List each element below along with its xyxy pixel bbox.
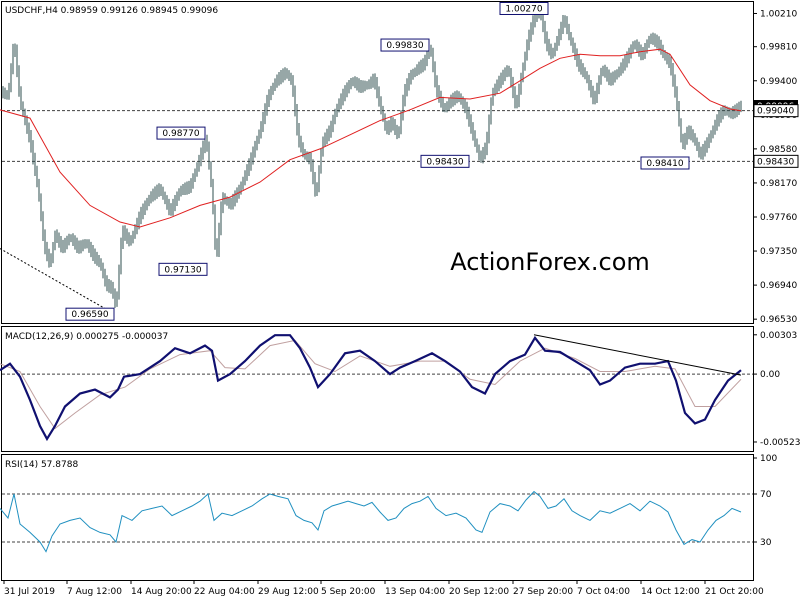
time-tick-label: 29 Aug 12:00 <box>258 587 319 597</box>
price-label: 0.97130 <box>158 262 208 276</box>
price-label-text: 0.96590 <box>71 310 108 320</box>
moving-average-line <box>0 48 742 228</box>
right-price-marker: 0.98430 <box>753 154 799 168</box>
macd-line <box>0 334 742 442</box>
macd-panel-title: MACD(12,26,9) 0.000275 -0.000037 <box>5 332 168 342</box>
rsi-panel-title: RSI(14) 57.8788 <box>5 460 78 470</box>
price-axis-tick-label: 0.98580 <box>760 145 797 155</box>
rsi-line <box>0 490 742 553</box>
price-trendline <box>0 248 113 313</box>
rsi-axis-tick-label: 70 <box>760 490 772 500</box>
rsi-axis-ticks: 100 70 30 <box>753 454 777 548</box>
right-price-marker: 0.99040 <box>753 104 799 118</box>
time-tick-label: 5 Sep 20:00 <box>321 587 376 597</box>
time-tick-label: 7 Oct 04:00 <box>577 587 630 597</box>
price-axis-tick-label: 0.97350 <box>760 247 797 257</box>
macd-trendline <box>533 334 742 376</box>
price-horizontal-levels <box>2 110 753 162</box>
price-axis-tick-label: 0.99810 <box>760 43 797 53</box>
price-label: 1.00270 <box>499 1 549 15</box>
support-trendline <box>0 248 113 313</box>
price-axis-tick-label: 0.96940 <box>760 281 797 291</box>
price-label-text: 0.97130 <box>164 265 201 275</box>
price-label-text: 0.98410 <box>646 159 683 169</box>
time-axis: 31 Jul 2019 7 Aug 12:00 14 Aug 20:00 22 Aug… <box>3 580 764 597</box>
time-tick-label: 27 Sep 20:00 <box>513 587 573 597</box>
macd-axis-tick-label: 0.00 <box>760 370 780 380</box>
right-marker-text: 0.99040 <box>757 107 794 117</box>
time-tick-label: 22 Aug 04:00 <box>194 587 255 597</box>
time-tick-label: 14 Aug 20:00 <box>131 587 192 597</box>
price-axis-tick-label: 1.00210 <box>760 9 797 19</box>
price-candles <box>2 7 742 308</box>
price-axis-tick-label: 0.98170 <box>760 179 797 189</box>
rsi-axis-tick-label: 30 <box>760 538 772 548</box>
time-tick-label: 31 Jul 2019 <box>4 587 55 597</box>
right-marker-text: 0.98430 <box>757 157 794 167</box>
price-label-text: 0.98430 <box>426 157 463 167</box>
price-value-labels: 0.99830 1.00270 0.98770 0.97130 0.96590 0.984… <box>65 1 690 321</box>
time-tick-label: 20 Sep 12:00 <box>449 587 509 597</box>
macd-panel-frame <box>1 326 754 452</box>
price-label: 0.99830 <box>380 38 430 52</box>
price-axis-tick-label: 0.99400 <box>760 77 797 87</box>
time-tick-label: 13 Sep 04:00 <box>385 587 445 597</box>
price-label-text: 1.00270 <box>505 4 542 14</box>
price-label: 0.98770 <box>156 126 206 140</box>
price-axis-tick-label: 0.97760 <box>760 213 797 223</box>
rsi-levels <box>2 493 753 543</box>
price-label-text: 0.99830 <box>386 41 423 51</box>
price-axis-tick-label: 0.96530 <box>760 315 797 325</box>
macd-axis-ticks: 0.00303 0.00 -0.005236 <box>753 331 800 448</box>
price-label: 0.98430 <box>420 154 470 168</box>
price-panel-title: USDCHF,H4 0.98959 0.99126 0.98945 0.9909… <box>5 6 218 16</box>
time-tick-label: 21 Oct 20:00 <box>705 587 764 597</box>
macd-axis-tick-label: 0.00303 <box>760 331 797 341</box>
watermark: ActionForex.com <box>450 248 650 276</box>
time-tick-label: 7 Aug 12:00 <box>67 587 122 597</box>
price-label: 0.96590 <box>65 307 115 321</box>
rsi-panel-frame <box>1 454 754 581</box>
price-label: 0.98410 <box>640 156 690 170</box>
macd-axis-tick-label: -0.005236 <box>760 438 800 448</box>
macd-resistance-trendline <box>533 334 742 376</box>
time-tick-label: 14 Oct 12:00 <box>641 587 700 597</box>
price-label-text: 0.98770 <box>162 129 199 139</box>
rsi-axis-tick-label: 100 <box>760 454 777 464</box>
